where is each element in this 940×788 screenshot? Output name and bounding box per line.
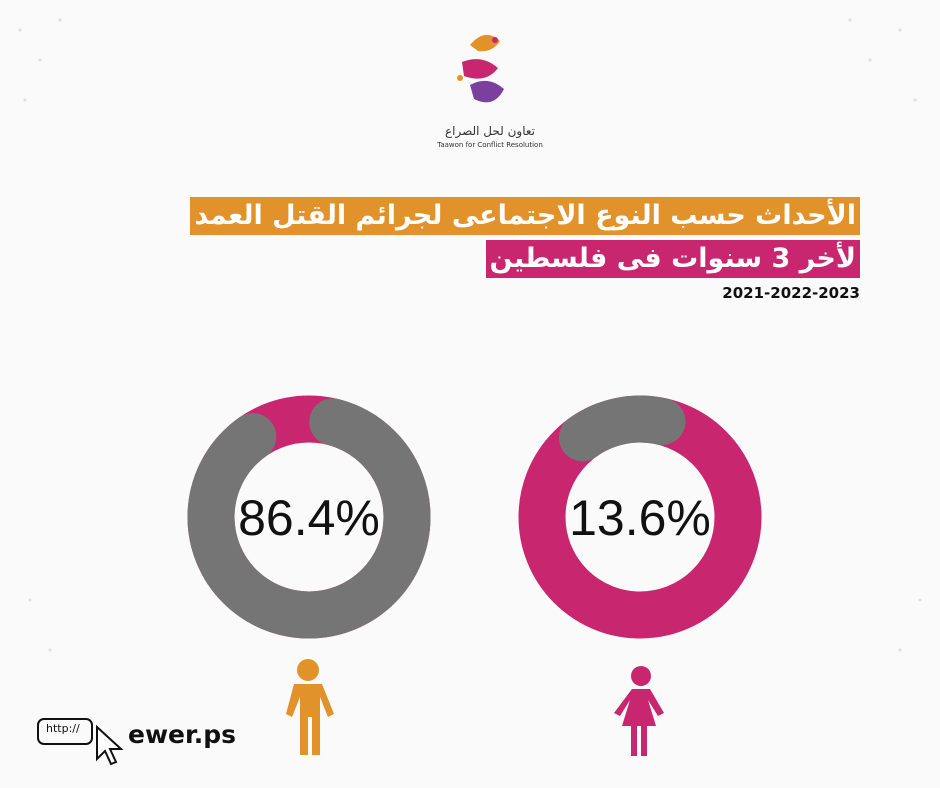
title: الأحداث حسب النوع الاجتماعى لجرائم القتل…: [190, 197, 860, 235]
years: 2021-2022-2023: [722, 284, 860, 302]
donut-label: 13.6%: [569, 490, 711, 546]
donut-label: 86.4%: [238, 490, 380, 546]
male-icon: [286, 659, 334, 755]
logo-subtitle: Taawon for Conflict Resolution: [437, 141, 543, 149]
donut-arc: [558, 395, 686, 462]
female-icon: [614, 666, 664, 756]
background-dots: [18, 18, 922, 652]
logo-text: تعاون لحل الصراع: [444, 124, 536, 138]
logo-mark: [457, 34, 504, 103]
link-box-text: http://: [46, 722, 80, 735]
website-url[interactable]: ewer.ps: [128, 720, 237, 749]
link-icon: [37, 718, 124, 766]
subtitle: لأخر 3 سنوات فى فلسطين: [485, 240, 860, 278]
donut-arc: [187, 398, 431, 639]
charts: 86.4% 13.6%: [187, 395, 762, 639]
